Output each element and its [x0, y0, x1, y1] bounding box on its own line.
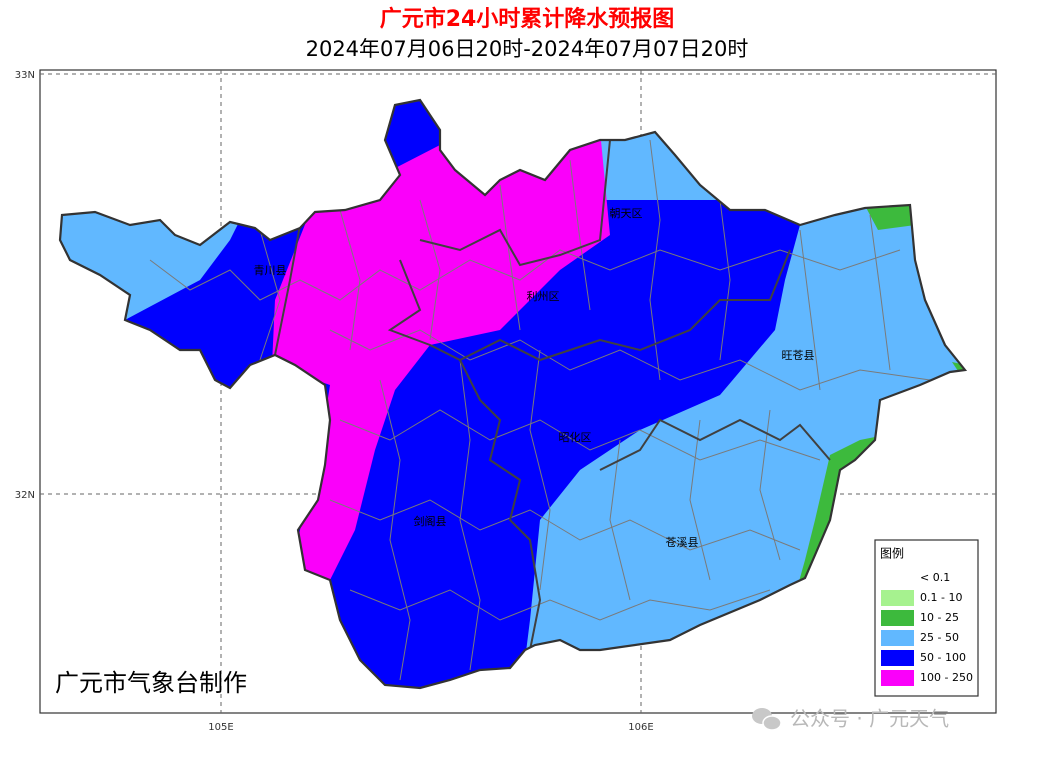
legend-swatch	[881, 650, 914, 666]
legend-swatch	[881, 630, 914, 646]
watermark-icon	[752, 708, 782, 731]
watermark: 公众号 · 广元天气	[790, 707, 949, 731]
legend-swatch	[881, 590, 914, 606]
lat-label: 33N	[15, 70, 35, 81]
legend-swatch	[881, 670, 914, 686]
legend-label: 100 - 250	[920, 671, 973, 684]
legend-label: 0.1 - 10	[920, 591, 962, 604]
title: 广元市24小时累计降水预报图	[380, 6, 675, 32]
legend-swatch	[881, 610, 914, 626]
county-label: 旺苍县	[782, 349, 815, 362]
county-label: 利州区	[527, 290, 560, 303]
zone-100-250	[272, 130, 610, 580]
county-label: 剑阁县	[414, 514, 447, 528]
subtitle: 2024年07月06日20时-2024年07月07日20时	[306, 37, 749, 61]
legend-label: < 0.1	[920, 571, 950, 584]
county-label: 苍溪县	[666, 536, 699, 549]
credit: 广元市气象台制作	[55, 669, 247, 697]
county-label: 昭化区	[559, 430, 592, 444]
legend-title: 图例	[880, 547, 904, 561]
county-label: 朝天区	[610, 207, 643, 220]
lat-label: 32N	[15, 490, 35, 501]
lon-label: 106E	[628, 722, 653, 733]
legend-swatch	[881, 570, 914, 586]
legend-label: 25 - 50	[920, 631, 959, 644]
legend-label: 50 - 100	[920, 651, 966, 664]
legend: 图例 < 0.1 0.1 - 10 10 - 25 25 - 50 50 - 100 10…	[874, 539, 979, 697]
legend-label: 10 - 25	[920, 611, 959, 624]
county-borders	[274, 139, 831, 651]
zone-10-25	[952, 362, 965, 374]
township-borders	[149, 139, 931, 681]
county-label: 青川县	[254, 264, 287, 277]
lon-label: 105E	[208, 722, 233, 733]
